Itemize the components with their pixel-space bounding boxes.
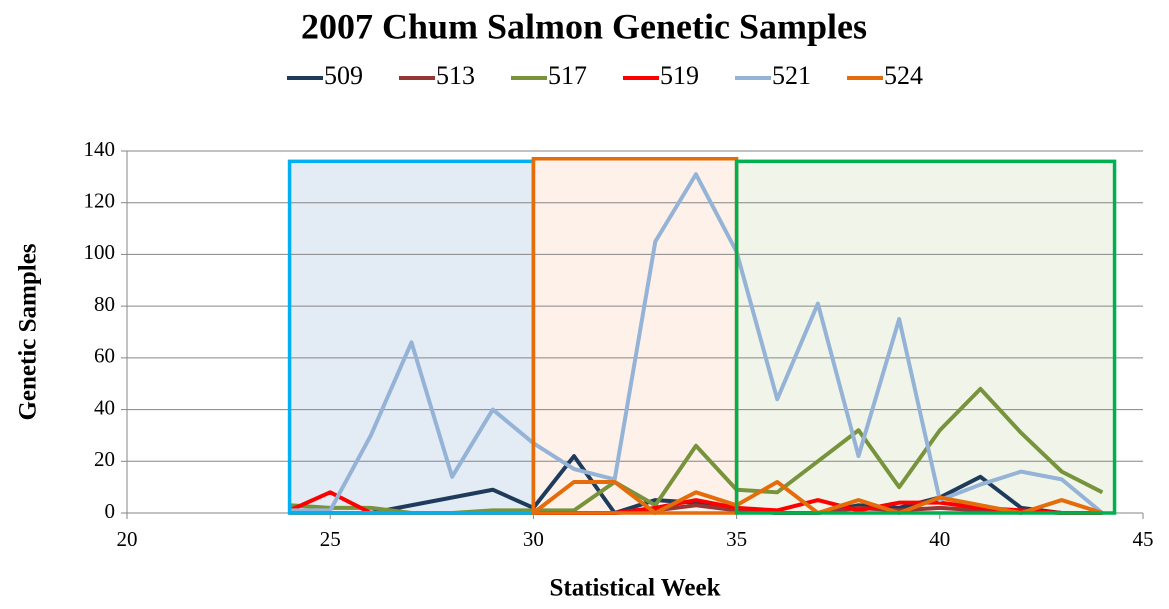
y-axis-label: Genetic Samples [15, 243, 42, 420]
shaded-span [289, 161, 534, 514]
x-tick-label: 30 [523, 527, 544, 551]
y-tick-label: 120 [84, 189, 116, 213]
series-line [289, 454, 1103, 515]
x-axis-label: Statistical Week [549, 575, 720, 602]
legend-label: 513 [436, 61, 475, 90]
chart-title: 2007 Chum Salmon Genetic Samples [301, 6, 867, 46]
x-tick-label: 45 [1133, 527, 1154, 551]
y-tick-label: 60 [94, 344, 115, 368]
x-tick-label: 25 [320, 527, 341, 551]
legend-label: 519 [660, 61, 699, 90]
x-tick-label: 35 [726, 527, 747, 551]
shaded-span [736, 161, 1115, 514]
y-tick-label: 140 [84, 137, 116, 161]
x-tick-label: 40 [929, 527, 950, 551]
y-tick-label: 40 [94, 395, 115, 419]
y-tick-label: 100 [84, 240, 116, 264]
y-tick-label: 0 [105, 499, 116, 523]
x-tick-label: 20 [117, 527, 138, 551]
y-tick-label: 80 [94, 292, 115, 316]
legend-label: 509 [324, 61, 363, 90]
shaded-span [533, 158, 737, 513]
span-border [734, 159, 1117, 515]
y-tick-label: 20 [94, 447, 115, 471]
legend-label: 524 [884, 61, 923, 90]
legend-label: 521 [772, 61, 811, 90]
legend-label: 517 [548, 61, 587, 90]
series-line [289, 172, 1104, 515]
